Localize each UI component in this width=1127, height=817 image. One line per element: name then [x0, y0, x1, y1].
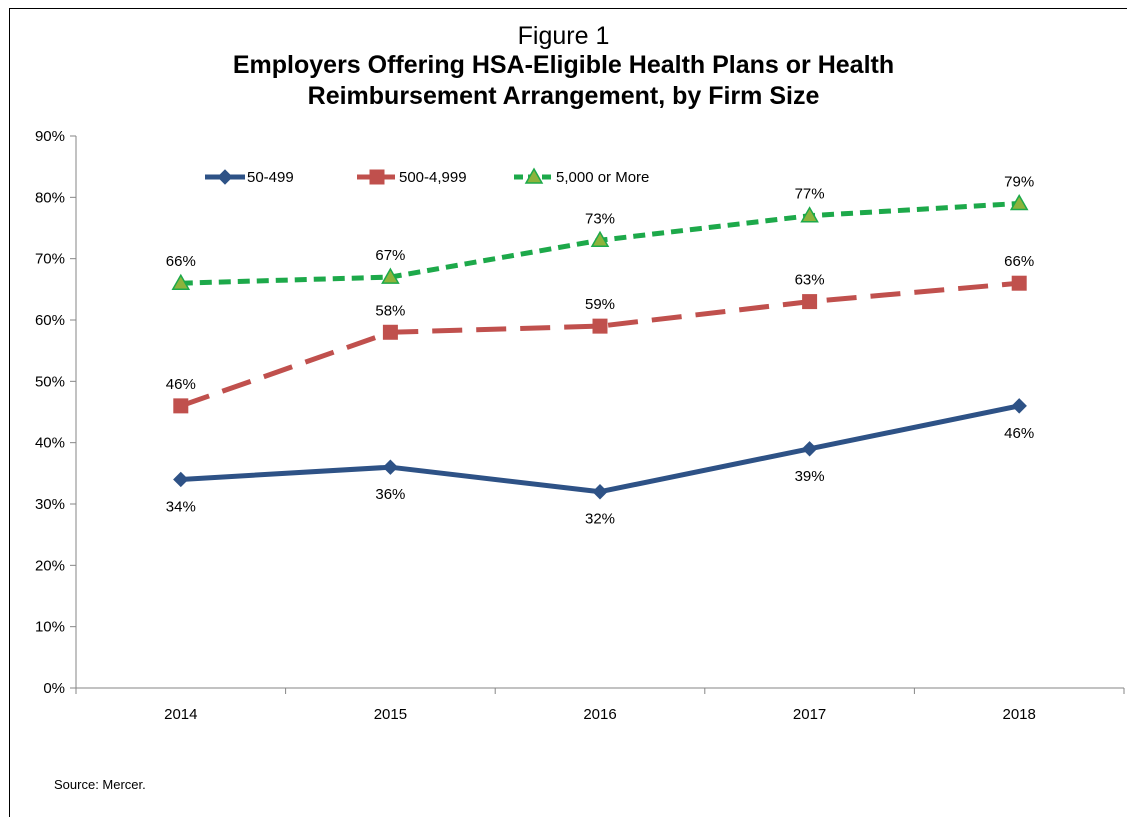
diamond-marker — [801, 441, 818, 457]
diamond-marker — [382, 459, 399, 475]
triangle-marker — [800, 206, 819, 223]
x-tick-label: 2016 — [583, 706, 616, 723]
data-label: 63% — [795, 272, 825, 289]
figure-frame — [9, 8, 1127, 817]
data-label: 73% — [585, 210, 615, 227]
data-label: 58% — [375, 302, 405, 319]
x-tick-label: 2015 — [374, 706, 407, 723]
data-label: 32% — [585, 511, 615, 528]
y-tick-label: 10% — [35, 619, 65, 636]
data-label: 59% — [585, 296, 615, 313]
square-marker — [592, 318, 608, 334]
data-label: 46% — [166, 376, 196, 393]
series-500-4-999: 46% 58% 59% 63% 66% — [166, 253, 1034, 414]
series-line — [179, 280, 1020, 409]
legend-item: 5,000 or More — [514, 167, 649, 186]
x-tick-label: 2018 — [1003, 706, 1036, 723]
y-tick-label: 30% — [35, 496, 65, 513]
series-5-000-or-more: 66% 67% 73% 77% 79% — [166, 173, 1034, 290]
data-label: 34% — [166, 498, 196, 515]
data-label: 77% — [795, 186, 825, 203]
triangle-marker — [524, 167, 544, 184]
source-note: Source: Mercer. — [54, 777, 146, 792]
square-marker — [369, 169, 385, 185]
square-marker — [1011, 275, 1027, 291]
data-label: 39% — [795, 468, 825, 485]
diamond-marker — [1011, 398, 1027, 414]
triangle-marker — [1009, 193, 1029, 211]
legend-label: 5,000 or More — [556, 169, 649, 186]
data-label: 66% — [1004, 253, 1034, 270]
triangle-marker — [590, 230, 610, 248]
chart-legend: 50-499 500-4,999 5,000 or More — [205, 167, 649, 186]
chart-axes: 0% 10% 20% 30% 40% 50% 60% 70% 80% 90% 2014 2015 201… — [35, 128, 1125, 723]
data-label: 79% — [1004, 173, 1034, 190]
legend-item: 500-4,999 — [357, 169, 467, 186]
legend-label: 500-4,999 — [399, 169, 467, 186]
figure-label: Figure 1 — [517, 22, 610, 50]
data-label: 66% — [166, 253, 196, 270]
y-tick-label: 20% — [35, 557, 65, 574]
square-marker — [382, 324, 398, 340]
triangle-marker — [171, 273, 191, 290]
diamond-marker — [592, 484, 608, 500]
series-50-499: 34% 36% 32% 39% 46% — [166, 398, 1034, 528]
chart-title: Employers Offering HSA-Eligible Health P… — [232, 51, 895, 110]
diamond-marker — [173, 471, 189, 488]
triangle-marker — [381, 267, 400, 284]
y-tick-label: 0% — [43, 680, 65, 697]
y-tick-label: 60% — [35, 312, 65, 329]
y-tick-label: 50% — [35, 373, 65, 390]
square-marker — [173, 398, 189, 414]
y-tick-label: 80% — [35, 189, 65, 206]
x-tick-label: 2014 — [164, 706, 197, 723]
diamond-marker — [217, 169, 233, 185]
data-label: 67% — [375, 247, 405, 264]
x-tick-label: 2017 — [793, 706, 826, 723]
series-layer: 34% 36% 32% 39% 46% 46% 58% 59% 63% 66% 66% 67% 73% 7… — [166, 173, 1034, 527]
data-label: 46% — [1004, 425, 1034, 442]
legend-label: 50-499 — [247, 169, 294, 186]
y-tick-label: 40% — [35, 435, 65, 452]
y-tick-label: 90% — [35, 128, 65, 145]
square-marker — [802, 294, 818, 310]
y-tick-label: 70% — [35, 251, 65, 268]
series-line — [180, 403, 1020, 495]
legend-item: 50-499 — [205, 169, 294, 186]
data-label: 36% — [375, 486, 405, 503]
title-block: Figure 1 Employers Offering HSA-Eligible… — [0, 22, 1127, 112]
